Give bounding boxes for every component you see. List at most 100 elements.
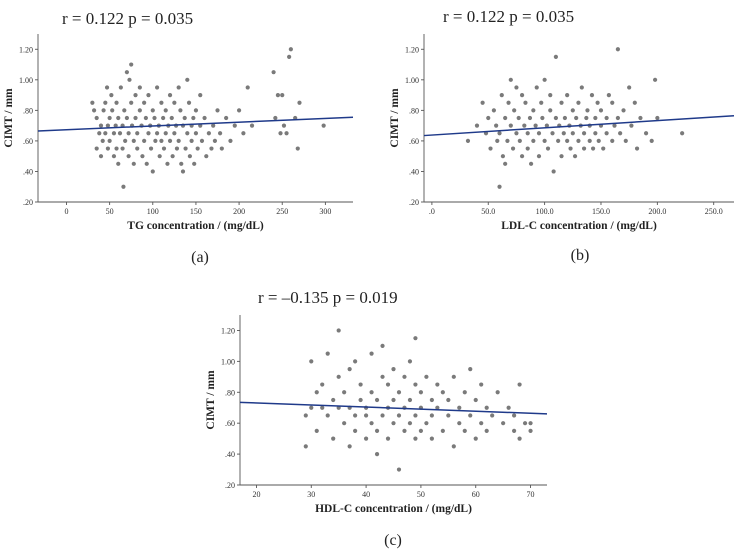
data-point: [533, 123, 538, 128]
data-point: [601, 146, 606, 151]
y-axis-label: CIMT / mm: [389, 88, 401, 148]
data-point: [402, 428, 407, 434]
data-point: [192, 161, 197, 166]
data-point: [110, 108, 115, 113]
data-point: [273, 115, 278, 121]
data-point: [553, 115, 558, 121]
data-point: [113, 123, 118, 128]
data-point: [211, 123, 216, 128]
data-point: [325, 351, 330, 356]
data-point: [522, 421, 528, 426]
data-point: [187, 154, 192, 159]
data-point: [413, 382, 418, 387]
data-point: [103, 131, 108, 136]
data-point: [169, 115, 174, 121]
data-point: [590, 146, 596, 151]
data-point: [127, 77, 132, 82]
data-point: [429, 436, 434, 441]
data-point: [548, 92, 553, 98]
x-axis-label: TG concentration / (mg/dL): [127, 220, 264, 232]
data-point: [157, 154, 162, 159]
data-point: [374, 428, 380, 434]
data-point: [495, 390, 500, 395]
data-point: [508, 77, 513, 82]
data-point: [342, 421, 347, 426]
data-point: [369, 421, 374, 426]
x-tick-label: 100.0: [536, 207, 554, 216]
data-point: [152, 115, 157, 121]
data-point: [479, 382, 484, 387]
y-tick-label: 1.20: [405, 45, 419, 54]
data-point: [503, 161, 508, 166]
data-point: [129, 62, 134, 67]
data-point: [479, 421, 484, 426]
data-point: [525, 146, 530, 151]
data-point: [519, 154, 525, 159]
data-point: [107, 115, 112, 121]
data-point: [163, 108, 168, 113]
data-point: [314, 390, 319, 395]
y-tick-label: .40: [23, 167, 33, 176]
data-point: [561, 131, 566, 136]
data-point: [143, 115, 148, 121]
data-point: [468, 366, 473, 372]
data-point: [596, 138, 601, 144]
data-point: [121, 184, 126, 189]
data-point: [380, 343, 385, 349]
y-tick-label: .20: [225, 481, 235, 490]
data-point: [146, 92, 151, 98]
data-point: [224, 115, 229, 121]
data-point: [531, 138, 536, 144]
data-point: [618, 131, 623, 136]
x-tick-label: 250: [276, 207, 288, 216]
data-point: [484, 428, 489, 434]
data-point: [105, 146, 111, 151]
data-point: [522, 123, 527, 128]
data-point: [512, 428, 517, 434]
y-axis-label: CIMT / mm: [205, 370, 217, 430]
data-point: [320, 382, 325, 387]
data-point: [172, 100, 177, 105]
data-point: [148, 146, 154, 151]
data-point: [212, 138, 218, 144]
data-point: [179, 161, 184, 166]
data-point: [154, 131, 160, 136]
data-point: [655, 115, 660, 121]
data-point: [553, 54, 558, 60]
data-point: [595, 100, 600, 105]
data-point: [610, 100, 615, 105]
data-point: [565, 92, 570, 98]
data-point: [523, 100, 528, 105]
data-point: [540, 115, 545, 121]
data-point: [118, 85, 123, 90]
data-point: [111, 154, 117, 159]
x-tick-label: 20: [252, 490, 260, 499]
y-tick-label: 1.20: [221, 326, 235, 335]
data-point: [94, 146, 99, 151]
data-point: [185, 77, 190, 82]
data-point: [510, 146, 516, 151]
y-tick-label: 1.20: [19, 45, 33, 54]
panel-label: (b): [571, 247, 590, 264]
data-point: [536, 131, 542, 136]
x-tick-label: 150: [190, 207, 202, 216]
data-point: [446, 397, 451, 403]
data-point: [606, 92, 611, 98]
data-point: [124, 70, 129, 75]
data-point: [508, 123, 513, 128]
data-point: [517, 382, 522, 387]
data-point: [180, 169, 186, 174]
data-point: [206, 131, 211, 136]
data-point: [185, 131, 190, 136]
data-point: [593, 115, 598, 121]
x-tick-label: 50.0: [481, 207, 495, 216]
data-point: [612, 123, 617, 128]
data-point: [153, 138, 158, 144]
data-point: [579, 85, 584, 90]
data-point: [198, 92, 203, 98]
data-point: [604, 131, 609, 136]
data-point: [320, 405, 325, 410]
data-point: [402, 374, 407, 379]
y-axis-label: CIMT / mm: [3, 88, 15, 148]
